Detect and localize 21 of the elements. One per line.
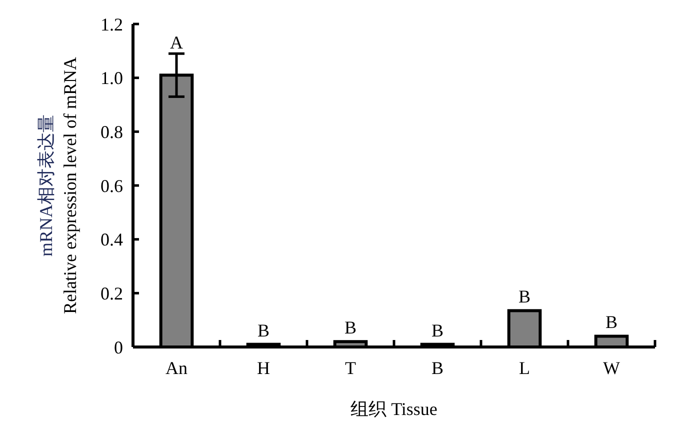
- x-tick-label: T: [345, 358, 356, 378]
- y-tick-label: 0.8: [100, 122, 123, 142]
- x-tick-label: B: [431, 358, 444, 378]
- annotation: B: [257, 320, 270, 340]
- x-axis-title: 组织 Tissue: [350, 399, 438, 419]
- y-tick-label: 1.2: [100, 14, 123, 34]
- y-tick-label: 0.4: [100, 230, 123, 250]
- annotation: B: [344, 318, 357, 338]
- y-tick-label: 1.0: [100, 68, 123, 88]
- y-tick-label: 0: [114, 337, 123, 358]
- annotation: B: [518, 286, 531, 307]
- annotation: A: [170, 32, 183, 52]
- annotation: B: [605, 312, 618, 332]
- x-tick-label: An: [166, 358, 188, 378]
- x-tick-label: W: [603, 358, 620, 378]
- x-tick-label: L: [519, 358, 530, 378]
- y-tick-label: 0.2: [100, 283, 123, 304]
- y-axis-title: mRNA相对表达量 Relative expression level of mRNA: [36, 57, 80, 314]
- y-tick-label: 0.6: [100, 176, 123, 196]
- x-tick-label: H: [257, 358, 270, 378]
- annotation: B: [431, 320, 444, 340]
